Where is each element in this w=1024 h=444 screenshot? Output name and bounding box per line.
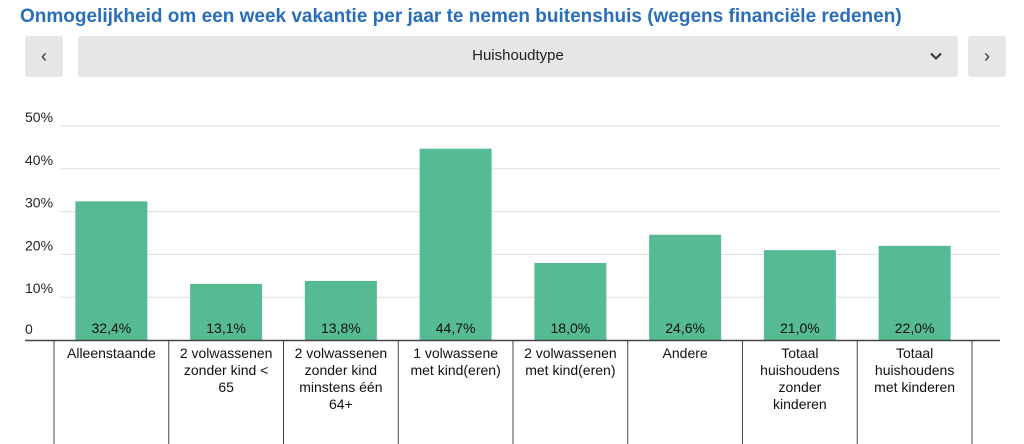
category-label: Totaal huishoudens met kinderen — [857, 345, 972, 396]
category-label-line: 2 volwassenen — [524, 345, 617, 361]
y-tick-label: 30% — [25, 195, 53, 211]
y-tick-label: 50% — [25, 109, 53, 125]
bar — [763, 250, 836, 340]
category-label-line: 1 volwassene — [413, 345, 499, 361]
category-label-line: Alleenstaande — [67, 345, 156, 361]
bar — [878, 245, 951, 340]
y-tick-label: 10% — [25, 280, 53, 296]
bar-value-label: 13,8% — [321, 320, 361, 336]
bar — [190, 283, 263, 340]
bar — [75, 201, 148, 340]
category-label-line: Andere — [662, 345, 708, 361]
category-label: 2 volwassenen zonder kind minstens één 64+ — [284, 345, 399, 413]
bar-value-label: 13,1% — [206, 320, 246, 336]
category-label-line: met kinderen — [874, 379, 956, 395]
category-label-line: 64+ — [329, 396, 353, 412]
next-button[interactable]: › — [968, 36, 1006, 77]
category-label-line: minstens één — [299, 379, 383, 395]
chevron-left-icon: ‹ — [41, 46, 47, 66]
category-label-line: Totaal — [895, 345, 934, 361]
y-tick-label: 20% — [25, 237, 53, 253]
category-label-line: Totaal — [781, 345, 819, 361]
chart-title: Onmogelijkheid om een week vakantie per … — [20, 6, 902, 27]
category-label: 2 volwassenen zonder kind <65 — [169, 345, 284, 396]
bar-value-label: 44,7% — [436, 320, 476, 336]
category-label: 1 volwassene met kind(eren) — [398, 345, 513, 379]
category-dropdown[interactable]: Huishoudtype — [78, 36, 958, 77]
category-label-line: met kind(eren) — [525, 362, 616, 378]
bar — [649, 234, 722, 340]
dropdown-selected-value: Huishoudtype — [472, 47, 564, 64]
bar — [534, 262, 607, 340]
category-label-line: huishoudens — [874, 362, 955, 378]
category-label-line: 65 — [218, 379, 234, 395]
category-label: Alleenstaande — [54, 345, 169, 362]
bar — [419, 148, 492, 340]
y-tick-label: 40% — [25, 152, 53, 168]
category-label-line: kinderen — [773, 396, 827, 412]
bar-value-label: 18,0% — [551, 320, 591, 336]
category-label: Totaal huishoudens zonder kinderen — [743, 345, 858, 413]
category-label-line: zonder kind — [304, 362, 378, 378]
chevron-right-icon: › — [984, 46, 990, 66]
category-label-line: huishoudens — [760, 362, 840, 378]
bar-value-label: 32,4% — [92, 320, 132, 336]
bar-value-label: 22,0% — [895, 320, 935, 336]
y-tick-label: 0 — [25, 321, 33, 337]
bar-value-label: 21,0% — [780, 320, 820, 336]
bar-value-label: 24,6% — [665, 320, 705, 336]
category-label-line: zonder — [778, 379, 822, 395]
category-label: Andere — [628, 345, 743, 362]
category-label-line: zonder kind < — [183, 362, 269, 378]
category-label: 2 volwassenen met kind(eren) — [513, 345, 628, 379]
previous-button[interactable]: ‹ — [25, 36, 63, 77]
chevron-down-icon — [930, 52, 942, 60]
category-label-line: met kind(eren) — [410, 362, 501, 378]
bar — [304, 280, 377, 340]
category-label-line: 2 volwassenen — [294, 345, 388, 361]
category-label-line: 2 volwassenen — [179, 345, 273, 361]
